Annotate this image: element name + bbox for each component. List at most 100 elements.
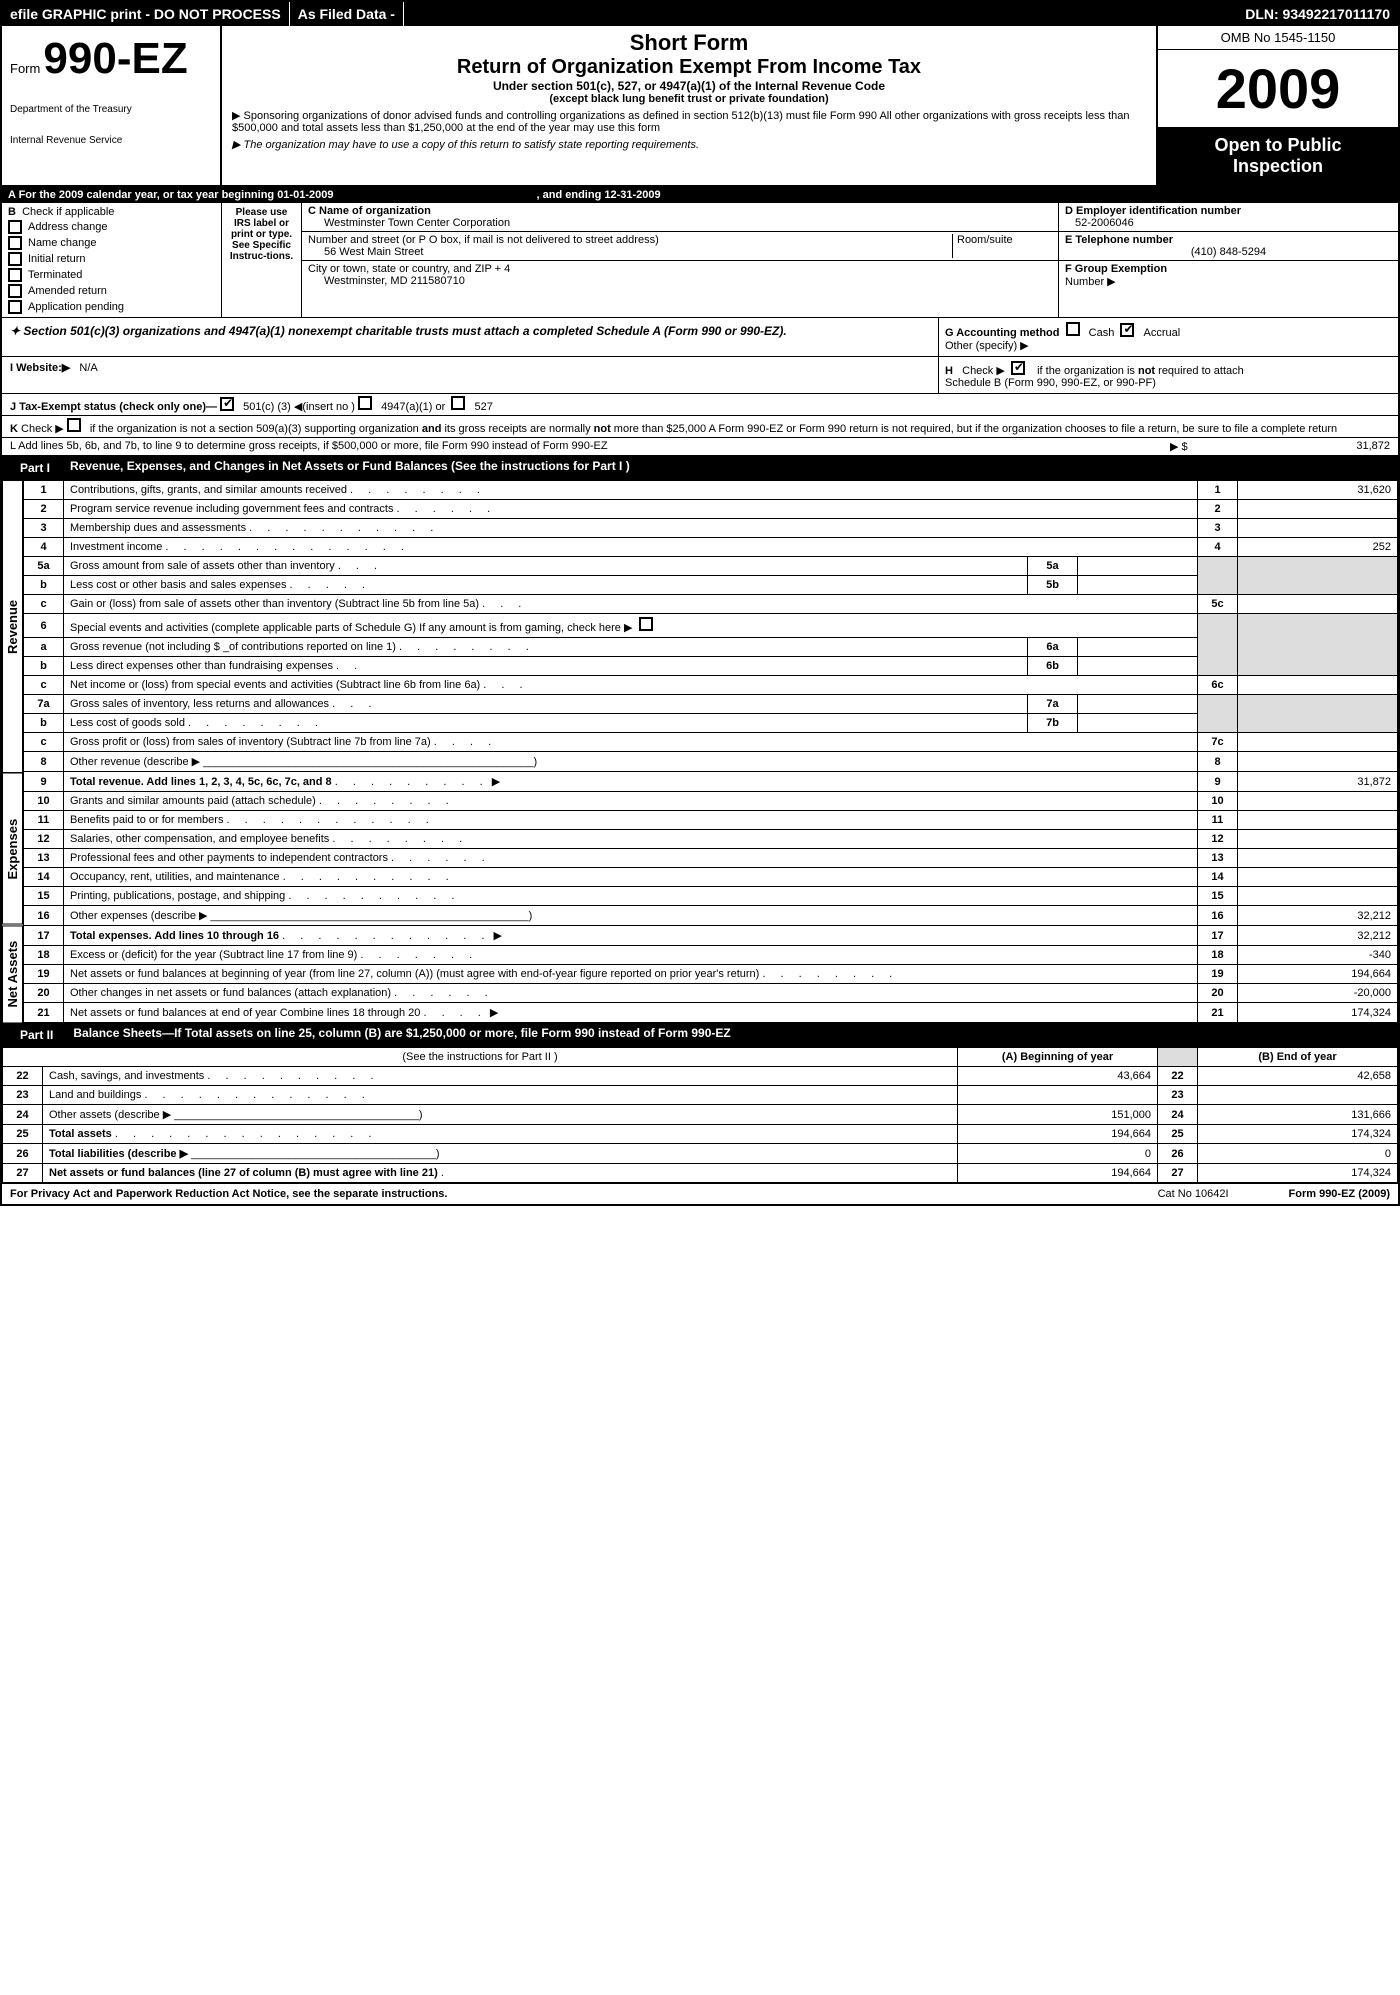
top-bar: efile GRAPHIC print - DO NOT PROCESS As …	[2, 2, 1398, 26]
part-2-title: Balance Sheets—If Total assets on line 2…	[73, 1026, 730, 1044]
line-6a: aGross revenue (not including $ _of cont…	[24, 638, 1398, 657]
header-note-2: ▶ The organization may have to use a cop…	[232, 138, 1146, 151]
chk-app[interactable]	[8, 300, 22, 314]
chk-term[interactable]	[8, 268, 22, 282]
col-b: (B) End of year	[1198, 1048, 1398, 1067]
form-prefix: Form	[10, 61, 40, 76]
dept-irs: Internal Revenue Service	[10, 135, 212, 146]
as-filed: As Filed Data -	[290, 2, 404, 26]
line-a-ending: , and ending 12-31-2009	[537, 189, 661, 201]
p2-instr: (See the instructions for Part II )	[3, 1048, 958, 1067]
title-cell: Short Form Return of Organization Exempt…	[222, 26, 1158, 185]
line-4: 4Investment income . . . . . . . . . . .…	[24, 538, 1398, 557]
side-revenue: Revenue	[2, 480, 23, 773]
street-val: 56 West Main Street	[308, 246, 952, 258]
open-inspection: Open to Public Inspection	[1158, 127, 1398, 185]
header-note-1: ▶ Sponsoring organizations of donor advi…	[232, 109, 1146, 134]
h-t3: not	[1138, 365, 1155, 377]
l-arrow: ▶ $	[1170, 440, 1230, 453]
room-label: Room/suite	[952, 234, 1052, 258]
privacy-notice: For Privacy Act and Paperwork Reduction …	[10, 1188, 447, 1200]
line-10: 10Grants and similar amounts paid (attac…	[24, 792, 1398, 811]
k-line: K Check ▶ K Check ▶ if the organization …	[2, 416, 1398, 438]
lbl-amend: Amended return	[28, 285, 107, 297]
chk-cash[interactable]	[1066, 322, 1080, 336]
line-a: A For the 2009 calendar year, or tax yea…	[2, 187, 1398, 203]
section-501-note: ✦ Section 501(c)(3) organizations and 49…	[2, 318, 938, 356]
part-1-body: Revenue Expenses Net Assets 1Contributio…	[2, 480, 1398, 1023]
side-netassets: Net Assets	[2, 925, 23, 1023]
f-label: F Group Exemption	[1065, 263, 1167, 275]
line-23: 23Land and buildings . . . . . . . . . .…	[3, 1086, 1398, 1105]
h-t2: if the organization is	[1037, 365, 1135, 377]
form-990ez: efile GRAPHIC print - DO NOT PROCESS As …	[0, 0, 1400, 1206]
dept-treasury: Department of the Treasury	[10, 104, 212, 115]
chk-sched-b[interactable]	[1011, 361, 1025, 375]
line-9: 9Total revenue. Add lines 1, 2, 3, 4, 5c…	[24, 772, 1398, 792]
line-12: 12Salaries, other compensation, and empl…	[24, 830, 1398, 849]
part-1-label: Part I	[10, 459, 60, 477]
chk-501c[interactable]	[220, 397, 234, 411]
g-other: Other (specify) ▶	[945, 339, 1392, 352]
chk-amend[interactable]	[8, 284, 22, 298]
i-label: I Website:▶	[10, 362, 70, 374]
return-title: Return of Organization Exempt From Incom…	[232, 56, 1146, 79]
chk-gaming[interactable]	[639, 617, 653, 631]
line-8: 8Other revenue (describe ▶ _____________…	[24, 752, 1398, 772]
right-column: D Employer identification number 52-2006…	[1058, 203, 1398, 317]
omb-number: OMB No 1545-1150	[1158, 26, 1398, 50]
phone: (410) 848-5294	[1065, 246, 1392, 258]
line-22: 22Cash, savings, and investments . . . .…	[3, 1067, 1398, 1086]
line-21: 21Net assets or fund balances at end of …	[24, 1003, 1398, 1023]
chk-initial[interactable]	[8, 252, 22, 266]
form-ref: Form 990-EZ (2009)	[1289, 1188, 1390, 1200]
g-label: G Accounting method	[945, 327, 1059, 339]
line-16: 16Other expenses (describe ▶ ___________…	[24, 906, 1398, 926]
street-label: Number and street (or P O box, if mail i…	[308, 234, 659, 246]
g-box: G Accounting method Cash Accrual Other (…	[938, 318, 1398, 356]
p2-header-row: (See the instructions for Part II ) (A) …	[3, 1048, 1398, 1067]
chk-accrual[interactable]	[1120, 323, 1134, 337]
lbl-address: Address change	[28, 221, 108, 233]
part-1-header: Part I Revenue, Expenses, and Changes in…	[2, 456, 1398, 480]
website: N/A	[79, 362, 97, 374]
b-label: B	[8, 206, 16, 218]
subtitle-2: (except black lung benefit trust or priv…	[232, 93, 1146, 105]
chk-name[interactable]	[8, 236, 22, 250]
h-label: H	[945, 365, 953, 377]
j-527: 527	[474, 401, 492, 413]
part-2-label: Part II	[10, 1026, 63, 1044]
org-name: Westminster Town Center Corporation	[308, 217, 1052, 229]
line-24: 24Other assets (describe ▶ _____________…	[3, 1105, 1398, 1125]
line-5b: bLess cost or other basis and sales expe…	[24, 576, 1398, 595]
line-19: 19Net assets or fund balances at beginni…	[24, 965, 1398, 984]
line-25: 25Total assets . . . . . . . . . . . . .…	[3, 1125, 1398, 1144]
subtitle-1: Under section 501(c), 527, or 4947(a)(1)…	[232, 79, 1146, 93]
j-501c: 501(c) (3) ◀(insert no )	[243, 401, 355, 413]
line-a-text: A For the 2009 calendar year, or tax yea…	[8, 189, 333, 201]
h-t1: Check ▶	[962, 365, 1005, 377]
tax-year: 2009	[1158, 50, 1398, 127]
chk-527[interactable]	[451, 396, 465, 410]
gh-section: ✦ Section 501(c)(3) organizations and 49…	[2, 318, 1398, 357]
chk-4947[interactable]	[358, 396, 372, 410]
side-expenses: Expenses	[2, 773, 23, 925]
chk-k[interactable]	[67, 418, 81, 432]
part-1-title: Revenue, Expenses, and Changes in Net As…	[70, 459, 630, 477]
city-label: City or town, state or country, and ZIP …	[308, 263, 1052, 275]
line-1: 1Contributions, gifts, grants, and simil…	[24, 481, 1398, 500]
part-1-table: 1Contributions, gifts, grants, and simil…	[23, 480, 1398, 1023]
line-6c: cNet income or (loss) from special event…	[24, 676, 1398, 695]
chk-address[interactable]	[8, 220, 22, 234]
line-15: 15Printing, publications, postage, and s…	[24, 887, 1398, 906]
part-2-table: (See the instructions for Part II ) (A) …	[2, 1047, 1398, 1183]
checks-column: B Check if applicable Address change Nam…	[2, 203, 222, 317]
city-val: Westminster, MD 211580710	[308, 275, 1052, 287]
c-label: C Name of organization	[308, 205, 1052, 217]
header: Form 990-EZ Department of the Treasury I…	[2, 26, 1398, 187]
short-form-label: Short Form	[232, 30, 1146, 56]
e-label: E Telephone number	[1065, 234, 1392, 246]
lbl-name: Name change	[28, 237, 97, 249]
ein: 52-2006046	[1065, 217, 1392, 229]
h-t4: required to attach	[1158, 365, 1244, 377]
